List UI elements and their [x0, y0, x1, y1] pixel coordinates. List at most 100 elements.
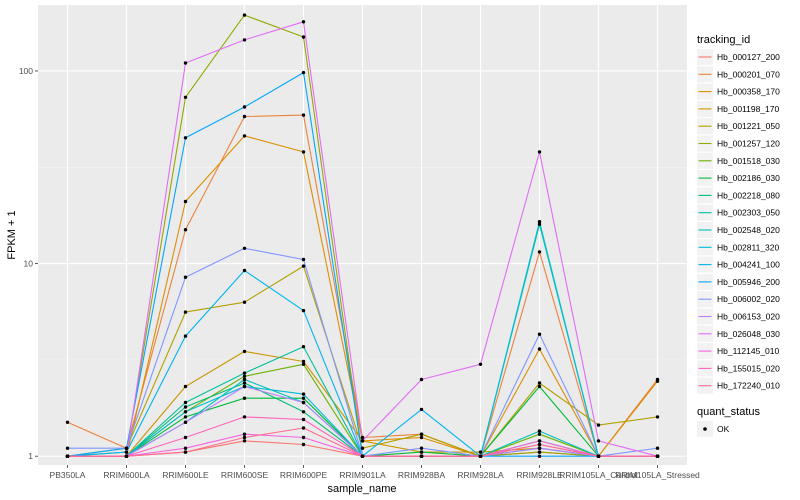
x-axis: PB350LA RRIM600LA RRIM600LE RRIM600SE RRIM60…	[50, 465, 700, 480]
data-point	[301, 150, 306, 154]
x-tick-label: RRIM105LA_Stressed	[615, 470, 700, 480]
data-point	[242, 349, 247, 354]
data-point	[183, 334, 188, 338]
x-tick-label: RRIM600SE	[221, 470, 269, 480]
data-point	[301, 417, 306, 422]
legend-label: Hb_155015_020	[717, 363, 780, 373]
legend-label: Hb_026048_030	[717, 329, 780, 339]
data-point	[537, 450, 542, 454]
data-point	[242, 246, 247, 250]
data-point	[183, 61, 188, 65]
data-point	[478, 450, 483, 454]
data-point	[183, 199, 188, 204]
data-point	[242, 432, 247, 436]
data-point	[537, 220, 542, 224]
data-point	[655, 379, 660, 383]
data-point	[301, 70, 306, 75]
legend-label: Hb_002218_080	[717, 190, 780, 200]
legend-label: Hb_172240_010	[717, 381, 780, 391]
data-point	[301, 426, 306, 430]
data-point	[183, 415, 188, 419]
data-point	[301, 345, 306, 349]
data-point	[419, 377, 424, 382]
data-point	[301, 359, 306, 364]
data-point	[183, 95, 188, 100]
legend-label: Hb_004241_100	[717, 260, 780, 270]
y-tick-label: 1	[28, 451, 33, 461]
x-tick-label: PB350LA	[50, 470, 86, 480]
x-tick-label: RRIM105LA_Control	[559, 470, 638, 480]
data-point	[537, 454, 542, 458]
data-point	[655, 454, 660, 458]
data-point	[419, 435, 424, 440]
data-point	[301, 442, 306, 447]
data-point	[183, 136, 188, 140]
data-point	[242, 435, 247, 440]
data-point	[183, 310, 188, 314]
y-axis-title: FPKM + 1	[6, 210, 18, 259]
data-point	[242, 105, 247, 109]
data-point	[183, 275, 188, 279]
data-point	[419, 432, 424, 436]
data-point	[596, 439, 601, 443]
data-point	[183, 420, 188, 424]
data-point	[655, 415, 660, 419]
data-point	[124, 450, 129, 454]
data-point	[183, 384, 188, 389]
data-point	[124, 446, 129, 450]
data-point	[183, 450, 188, 454]
data-point	[478, 362, 483, 366]
legend-label: Hb_001257_120	[717, 139, 780, 149]
legend-label: Hb_000358_170	[717, 87, 780, 97]
data-point	[124, 454, 129, 458]
data-point	[596, 454, 601, 458]
data-point	[537, 250, 542, 254]
legend-label: Hb_000127_200	[717, 52, 780, 62]
data-points	[65, 13, 660, 458]
x-axis-title: sample_name	[327, 483, 396, 495]
data-point	[242, 371, 247, 375]
data-point	[360, 454, 365, 458]
shape-legend-title: quant_status	[697, 406, 760, 418]
data-point	[537, 432, 542, 436]
data-point	[301, 264, 306, 268]
data-point	[242, 13, 247, 17]
x-tick-label: RRIM901LA	[339, 470, 386, 480]
legend-label: Hb_000201_070	[717, 69, 780, 79]
legend-label: Hb_002548_020	[717, 225, 780, 235]
data-point	[537, 439, 542, 443]
x-tick-label: RRIM928LA	[457, 470, 504, 480]
data-point	[242, 415, 247, 419]
data-point	[183, 228, 188, 232]
data-point	[537, 446, 542, 450]
data-point	[301, 308, 306, 313]
data-point	[596, 423, 601, 427]
data-point	[419, 450, 424, 454]
data-point	[65, 420, 70, 424]
data-point	[419, 407, 424, 412]
data-point	[242, 439, 247, 443]
shape-legend-dot-icon	[703, 427, 707, 431]
x-tick-label: RRIM928LE	[516, 470, 563, 480]
y-tick-label: 100	[19, 66, 33, 76]
data-point	[65, 454, 70, 458]
legend-label: Hb_001518_030	[717, 156, 780, 166]
data-point	[301, 257, 306, 262]
legend-title: tracking_id	[697, 34, 750, 46]
data-point	[301, 396, 306, 400]
data-point	[537, 384, 542, 389]
legend: tracking_id Hb_000127_200 Hb_000201_070 Hb…	[697, 34, 780, 437]
x-tick-label: RRIM600PE	[280, 470, 328, 480]
legend-label: Hb_001198_170	[717, 104, 780, 114]
data-point	[242, 384, 247, 389]
data-point	[301, 35, 306, 39]
data-point	[301, 362, 306, 366]
data-point	[242, 381, 247, 385]
y-tick-label: 10	[24, 259, 34, 269]
data-point	[301, 392, 306, 396]
x-tick-label: RRIM600LE	[162, 470, 209, 480]
legend-label: Hb_002303_050	[717, 208, 780, 218]
data-point	[65, 446, 70, 450]
data-point	[478, 454, 483, 458]
